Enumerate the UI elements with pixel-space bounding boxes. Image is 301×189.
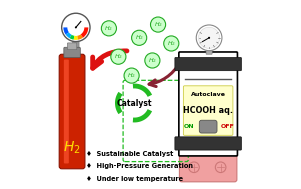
Text: $H_2$: $H_2$ (127, 71, 136, 80)
Text: OFF: OFF (221, 124, 234, 129)
FancyBboxPatch shape (52, 0, 249, 189)
Circle shape (75, 26, 77, 28)
Circle shape (145, 53, 160, 68)
Circle shape (68, 20, 84, 35)
FancyBboxPatch shape (67, 43, 77, 50)
Text: HCOOH aq.: HCOOH aq. (183, 106, 233, 115)
Circle shape (199, 27, 220, 48)
Text: Autoclave: Autoclave (191, 92, 226, 97)
FancyBboxPatch shape (179, 52, 237, 156)
Text: ON: ON (184, 124, 194, 129)
FancyBboxPatch shape (73, 40, 79, 51)
Wedge shape (66, 32, 72, 38)
Text: $H_2$: $H_2$ (148, 56, 157, 65)
Text: $H_2$: $H_2$ (154, 20, 163, 29)
Circle shape (101, 21, 116, 36)
FancyBboxPatch shape (183, 86, 233, 135)
FancyBboxPatch shape (175, 137, 241, 150)
Circle shape (111, 49, 126, 64)
Circle shape (150, 17, 166, 32)
Wedge shape (64, 27, 69, 35)
Circle shape (62, 13, 90, 42)
FancyBboxPatch shape (206, 37, 212, 54)
Wedge shape (77, 34, 83, 40)
Wedge shape (81, 27, 88, 38)
Wedge shape (74, 36, 78, 40)
Text: $H_2$: $H_2$ (135, 33, 144, 42)
FancyBboxPatch shape (59, 54, 85, 169)
Circle shape (196, 25, 222, 51)
Text: $H_2$: $H_2$ (167, 39, 176, 48)
Circle shape (132, 30, 147, 45)
Text: $H_2$: $H_2$ (114, 52, 123, 61)
Text: ♦  Under low temperature: ♦ Under low temperature (86, 176, 183, 182)
Circle shape (124, 68, 139, 83)
Text: $H_2$: $H_2$ (63, 139, 81, 156)
Wedge shape (70, 35, 74, 40)
Circle shape (208, 37, 210, 39)
FancyBboxPatch shape (199, 120, 217, 133)
FancyBboxPatch shape (179, 152, 237, 182)
Text: ♦  High-Pressure Generation: ♦ High-Pressure Generation (86, 163, 193, 169)
Text: ♦  Sustainable Catalyst: ♦ Sustainable Catalyst (86, 151, 173, 157)
Text: $H_2$: $H_2$ (104, 24, 113, 33)
FancyBboxPatch shape (64, 60, 69, 163)
Text: Catalyst: Catalyst (117, 98, 152, 108)
Circle shape (164, 36, 179, 51)
FancyBboxPatch shape (64, 47, 80, 58)
FancyBboxPatch shape (175, 57, 241, 71)
